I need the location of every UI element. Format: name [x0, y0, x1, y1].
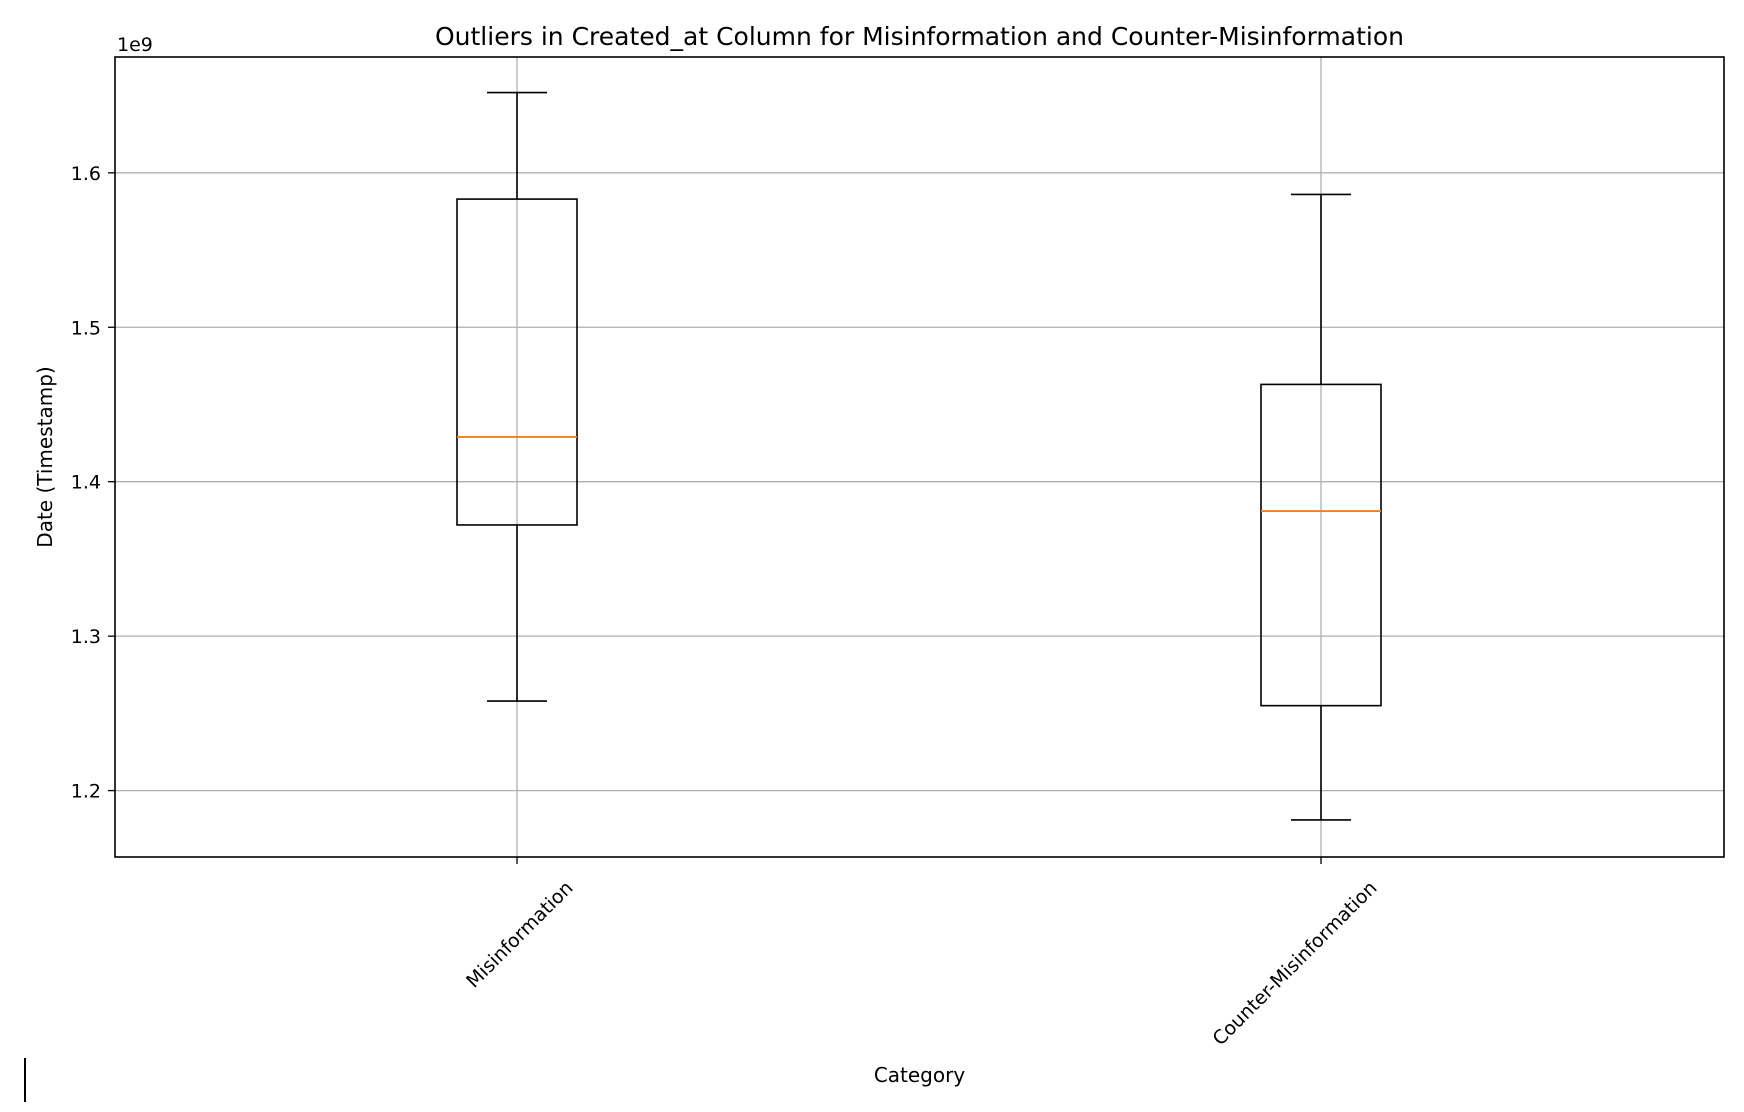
y-axis-label: Date (Timestamp)	[33, 366, 57, 547]
y-tick-label: 1.6	[71, 163, 101, 185]
x-axis-ticks: Misinformation Counter-Misinformation	[462, 857, 1382, 1050]
chart-title: Outliers in Created_at Column for Misinf…	[435, 22, 1404, 51]
x-tick-label: Misinformation	[462, 877, 577, 992]
box-0	[456, 91, 578, 702]
x-axis-label: Category	[874, 1063, 966, 1087]
y-tick-label: 1.4	[71, 472, 101, 494]
y-tick-label: 1.5	[71, 317, 101, 339]
y-axis-ticks: 1.2 1.3 1.4 1.5 1.6	[71, 163, 115, 803]
iqr-box	[1260, 383, 1382, 707]
y-tick-label: 1.3	[71, 626, 101, 648]
x-tick-label: Counter-Misinformation	[1208, 877, 1381, 1050]
box-1	[1260, 193, 1382, 821]
iqr-box	[456, 198, 578, 526]
box-series	[456, 91, 1382, 821]
y-axis-offset-label: 1e9	[117, 34, 153, 56]
plot-area-frame	[114, 56, 1725, 858]
y-tick-label: 1.2	[71, 781, 101, 803]
grid-lines	[115, 57, 1724, 857]
text-cursor-mark	[24, 1058, 26, 1102]
